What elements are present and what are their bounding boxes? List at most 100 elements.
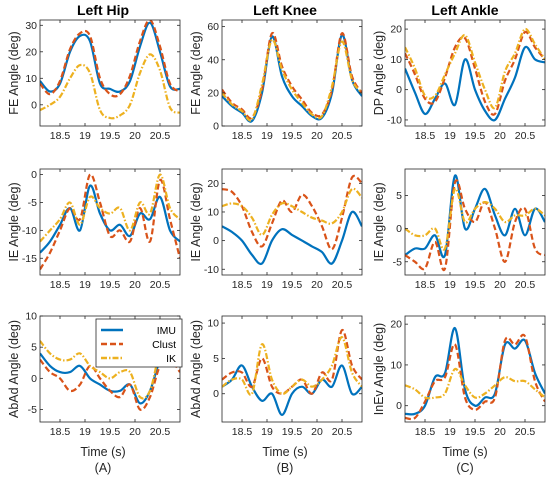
- panel-label-c: (C): [456, 461, 473, 475]
- panel-r1c2-ytick-label-60: 60: [207, 21, 219, 33]
- panel-r1c1-xtick-label-20: 20: [129, 130, 141, 142]
- panel-r2c1-ytick-label-10: -10: [22, 225, 37, 237]
- panel-r2c3-ytick-label-5: 5: [396, 190, 402, 202]
- panel-r1c3-y-axis-label: DP Angle (deg): [372, 31, 386, 116]
- panel-r2c2-y-axis-label: IE Angle (deg): [189, 182, 203, 261]
- panel-r1c3-axes-frame: [404, 19, 546, 127]
- panel-r2c1-xtick-label-19-5: 19.5: [100, 279, 121, 291]
- panel-r2c3-series-clust: [405, 179, 545, 272]
- panel-r2c1-y-axis-label: IE Angle (deg): [7, 182, 21, 261]
- panel-r3c3-xtick-label-20: 20: [494, 426, 506, 438]
- panel-r2c3-series-imu: [405, 174, 545, 259]
- plot-grid: 18.5 19 19.5 20 20.5 0 10 20 30 FE Angle (deg) 18.…: [7, 19, 546, 438]
- panel-r2c2-ytick-label-10: 10: [207, 206, 219, 218]
- panel-r2c3-y-axis-label: IE Angle (deg): [372, 182, 386, 261]
- panel-r2c2-series-imu: [222, 210, 362, 266]
- panel-r2c1-ytick-label-0: 0: [31, 169, 37, 181]
- panel-r1c3: 18.5 19 19.5 20 20.5 -10 0 10 20 DP Angle (deg): [372, 19, 546, 142]
- panel-r1c2-y-axis-label: FE Angle (deg): [189, 31, 203, 114]
- panel-r3c3-xtick-label-19-5: 19.5: [465, 426, 486, 438]
- panel-r2c1-ytick-label-5: -5: [28, 197, 37, 209]
- panel-r3c3: 18.5 19 19.5 20 20.5 0 10 20 InEv Angle (deg): [372, 315, 546, 438]
- panel-r2c3-ytick-label-0: 0: [396, 223, 402, 235]
- panel-r2c3-xtick-label-18-5: 18.5: [415, 279, 436, 291]
- panel-r2c2-ytick-label-0: 0: [213, 235, 219, 247]
- panel-r2c2-xtick-label-18-5: 18.5: [232, 279, 253, 291]
- panel-r3c3-ytick-label-20: 20: [390, 319, 402, 331]
- col-title-hip: Left Hip: [77, 2, 129, 18]
- panel-r2c1-xtick-label-19: 19: [79, 279, 91, 291]
- panel-r3c3-series-clust: [405, 333, 545, 421]
- panel-r2c3-ytick-label-5: -5: [393, 256, 402, 268]
- panel-r2c2: 18.5 19 19.5 20 20.5 -10 0 10 20 IE Angle (deg): [189, 168, 363, 291]
- panel-r2c1-series-clust: [40, 173, 180, 270]
- panel-r3c3-xtick-label-18-5: 18.5: [415, 426, 436, 438]
- panel-r3c1-series-clust: [40, 358, 180, 411]
- panel-r1c1-ytick-label-0: 0: [31, 99, 37, 111]
- panel-r3c2-xtick-label-20-5: 20.5: [332, 426, 353, 438]
- panel-r2c2-xtick-label-20-5: 20.5: [332, 279, 353, 291]
- panel-r3c1-xtick-label-19: 19: [79, 426, 91, 438]
- panel-r2c2-xtick-label-19: 19: [261, 279, 273, 291]
- panel-r1c1-xtick-label-19: 19: [79, 130, 91, 142]
- panel-r1c3-xtick-label-20: 20: [494, 130, 506, 142]
- panel-r3c1-xtick-label-19-5: 19.5: [100, 426, 121, 438]
- panel-r1c2: 18.5 19 19.5 20 20.5 0 20 40 60 FE Angle (deg): [189, 19, 363, 142]
- panel-r2c1: 18.5 19 19.5 20 20.5 -15 -10 -5 0 IE Angle (deg): [7, 168, 181, 291]
- panel-r1c3-ytick-label-20: 20: [390, 24, 402, 36]
- panel-r3c2-ytick-label-5: 5: [213, 353, 219, 365]
- x-axis-label-hip: Time (s): [80, 445, 125, 459]
- panel-r1c3-xtick-label-19-5: 19.5: [465, 130, 486, 142]
- panel-r3c1-xtick-label-20-5: 20.5: [150, 426, 171, 438]
- panel-r2c3-series-ik: [405, 187, 545, 251]
- panel-r3c1-ytick-label-5: -5: [28, 404, 37, 416]
- col-title-knee: Left Knee: [253, 2, 317, 18]
- panel-r1c2-xtick-label-20: 20: [311, 130, 323, 142]
- panel-r3c2-xtick-label-18-5: 18.5: [232, 426, 253, 438]
- panel-r1c2-series-imu: [222, 33, 362, 123]
- panel-r1c1-xtick-label-18-5: 18.5: [50, 130, 71, 142]
- panel-r1c1-ytick-label-10: 10: [25, 73, 37, 85]
- panel-r1c3-xtick-label-19: 19: [444, 130, 456, 142]
- panel-r3c1-y-axis-label: AbAd Angle (deg): [7, 320, 21, 418]
- panel-r1c2-ytick-label-40: 40: [207, 54, 219, 66]
- panel-r1c1-xtick-label-20-5: 20.5: [150, 130, 171, 142]
- legend-label-imu: IMU: [157, 325, 176, 337]
- panel-r2c2-series-clust: [222, 174, 362, 251]
- panel-r3c2-xtick-label-19: 19: [261, 426, 273, 438]
- panel-r2c3-xtick-label-19-5: 19.5: [465, 279, 486, 291]
- panel-r1c2-xtick-label-18-5: 18.5: [232, 130, 253, 142]
- legend: IMU Clust IK: [95, 318, 183, 368]
- panel-r3c3-y-axis-label: InEv Angle (deg): [372, 323, 386, 415]
- panel-r2c1-series-imu: [40, 184, 180, 254]
- panel-r1c2-xtick-label-19: 19: [261, 130, 273, 142]
- panel-r3c2-y-axis-label: AbAd Angle (deg): [189, 320, 203, 418]
- panel-r3c3-ytick-label-10: 10: [390, 359, 402, 371]
- panel-r1c2-series-ik: [222, 38, 362, 122]
- panel-r3c3-ytick-label-0: 0: [396, 400, 402, 412]
- col-title-ankle: Left Ankle: [431, 2, 498, 18]
- panel-r1c3-series-imu: [405, 45, 545, 122]
- panel-r2c3-axes-frame: [404, 168, 546, 276]
- panel-r3c2-series-clust: [222, 328, 362, 395]
- panel-r1c3-ytick-label-10: 10: [390, 54, 402, 66]
- panel-r3c1-ytick-label-10: 10: [25, 311, 37, 323]
- panel-r3c2-series-imu: [222, 364, 362, 416]
- panel-r1c3-ytick-label-10: -10: [387, 114, 402, 126]
- panel-r3c2-xtick-label-20: 20: [311, 426, 323, 438]
- panel-r2c3: 18.5 19 19.5 20 20.5 -5 0 5 IE Angle (deg): [372, 168, 546, 291]
- panel-r3c1-xtick-label-20: 20: [129, 426, 141, 438]
- panel-r2c1-xtick-label-20: 20: [129, 279, 141, 291]
- panel-r1c2-ytick-label-20: 20: [207, 87, 219, 99]
- panel-r1c2-ytick-label-0: 0: [213, 121, 219, 133]
- panel-r3c1: 18.5 19 19.5 20 20.5 -5 0 5 10 AbAd Angle (deg): [7, 311, 181, 438]
- panel-r2c2-ytick-label-10: -10: [204, 264, 219, 276]
- panel-r3c1-ytick-label-5: 5: [31, 342, 37, 354]
- panel-r2c3-xtick-label-19: 19: [444, 279, 456, 291]
- panel-r3c2: 18.5 19 19.5 20 20.5 0 5 10 AbAd Angle (deg): [189, 315, 363, 438]
- panel-r2c3-xtick-label-20: 20: [494, 279, 506, 291]
- panel-label-b: (B): [277, 461, 294, 475]
- panel-r1c1-ytick-label-30: 30: [25, 20, 37, 32]
- panel-r1c3-xtick-label-18-5: 18.5: [415, 130, 436, 142]
- panel-r3c2-series-ik: [222, 336, 362, 396]
